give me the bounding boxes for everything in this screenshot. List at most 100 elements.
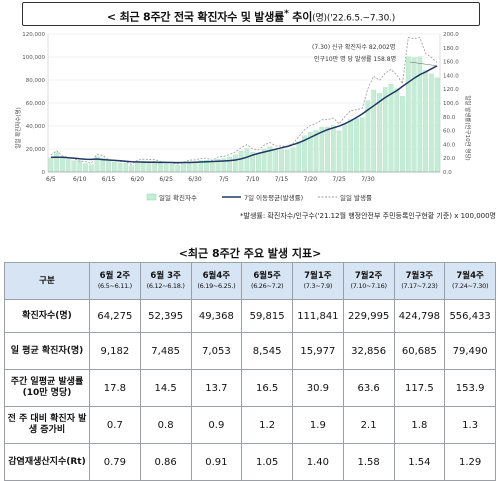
bar	[359, 117, 365, 173]
header-week: 7월1주 (7.3~7.9)	[292, 262, 344, 300]
header-week: 7월2주 (7.10~7.16)	[342, 262, 395, 300]
table-cell: 1.58	[342, 443, 395, 481]
right-tick-label: 100.0	[443, 101, 459, 107]
chart-title-sup: *	[284, 8, 289, 19]
table-row: 일 평균 확진자(명) 9,182 7,485 7,053 8,545 15,9…	[4, 332, 496, 370]
bar	[181, 163, 186, 173]
table-cell: 2.1	[342, 406, 395, 444]
left-tick-label: 40,000	[26, 124, 46, 130]
right-tick-label: 140.0	[443, 73, 459, 79]
right-tick-label: 40.0	[443, 142, 456, 148]
bar	[405, 56, 411, 173]
bar	[336, 130, 342, 173]
bar	[319, 127, 325, 173]
chart-title-unit: (명)	[312, 13, 327, 24]
table-cell: 0.91	[190, 443, 243, 481]
table-cell: 16.5	[241, 369, 293, 407]
bar	[342, 124, 348, 173]
week-label: 7월2주	[354, 271, 383, 281]
table-row: 감염재생산지수(Rt) 0.79 0.86 0.91 1.05 1.40 1.5…	[4, 443, 496, 481]
chart-title: < 최근 8주간 전국 확진자수 및 발생률* 추이(명)('22.6.5.~7…	[22, 2, 480, 26]
week-range: (7.3~7.9)	[303, 282, 333, 290]
header-week: 6월5주 (6.26~7.2)	[241, 262, 293, 300]
row-label: 전 주 대비 확진자 발생 증가비	[4, 406, 90, 444]
x-tick-label: 6/20	[131, 176, 145, 183]
row-label: 주간 일평균 발생률(10만 명당)	[4, 369, 90, 407]
bar	[71, 160, 77, 173]
table-cell: 153.9	[444, 369, 496, 407]
bar	[158, 162, 163, 173]
week-range: (6.12~6.18.)	[146, 282, 185, 290]
x-tick-label: 7/20	[304, 176, 318, 183]
bar	[123, 163, 129, 173]
week-label: 7월3주	[405, 271, 434, 281]
right-tick-label: 180.0	[443, 46, 459, 52]
header-week: 6월4주 (6.19~6.25.)	[190, 262, 243, 300]
right-tick-label: 80.0	[443, 115, 456, 121]
bar	[331, 125, 336, 173]
right-axis-label: 일일 발생률(인구10만 명당)	[464, 95, 472, 160]
bar	[279, 149, 284, 173]
annotation-leader	[409, 61, 438, 67]
table-cell: 9,182	[89, 332, 141, 370]
chart-bars	[48, 56, 440, 173]
bar	[382, 87, 388, 173]
bar	[192, 161, 198, 173]
moving-average-line	[50, 65, 438, 164]
bar	[434, 77, 440, 173]
bar	[244, 148, 250, 173]
bar	[209, 161, 215, 173]
table-cell: 52,395	[139, 299, 192, 333]
left-tick-label: 60,000	[26, 101, 46, 107]
table-cell: 424,798	[393, 299, 446, 333]
x-tick-label: 6/5	[46, 176, 56, 183]
week-range: (7.17~7.23)	[401, 282, 438, 290]
bar	[423, 70, 428, 173]
x-tick-label: 6/15	[102, 176, 116, 183]
table-cell: 0.9	[190, 406, 243, 444]
bar	[284, 149, 290, 173]
bar	[227, 156, 232, 173]
row-label: 일 평균 확진자(명)	[4, 332, 90, 370]
table-cell: 59,815	[241, 299, 293, 333]
table-cell: 60,685	[393, 332, 446, 370]
week-label: 6월4주	[202, 271, 231, 281]
bar	[83, 163, 88, 173]
table-cell: 14.5	[139, 369, 192, 407]
table-cell: 1.3	[444, 406, 496, 444]
annotation-line1: (7.30) 신규 확진자수 82,002명	[312, 43, 395, 51]
table-row: 전 주 대비 확진자 발생 증가비 0.7 0.8 0.9 1.2 1.9 2.…	[4, 406, 496, 444]
week-label: 6월 2주	[99, 271, 131, 281]
bar	[129, 165, 134, 173]
bar	[325, 127, 330, 173]
legend-label-dashed: 일일 발생률	[340, 193, 372, 202]
header-category: 구분	[4, 262, 90, 300]
header-week: 7월3주 (7.17~7.23)	[393, 262, 446, 300]
table-cell: 117.5	[393, 369, 446, 407]
table-cell: 30.9	[292, 369, 344, 407]
bar	[429, 73, 434, 173]
left-axis-label: 일일 확진자수(명)	[14, 107, 22, 148]
table-cell: 0.86	[139, 443, 192, 481]
bar	[169, 164, 175, 173]
bar	[371, 89, 377, 173]
bar	[106, 161, 111, 173]
week-range: (6.5~6.11.)	[97, 282, 132, 290]
bar	[348, 119, 353, 173]
table-cell: 0.79	[89, 443, 141, 481]
bar	[60, 156, 65, 173]
table-cell: 32,856	[342, 332, 395, 370]
right-tick-label: 0.0	[443, 170, 452, 176]
table-cell: 49,368	[190, 299, 243, 333]
bar	[296, 141, 302, 173]
bar	[377, 93, 382, 173]
x-tick-label: 7/10	[246, 176, 260, 183]
row-label: 감염재생산지수(Rt)	[4, 443, 90, 481]
x-tick-label: 7/15	[275, 176, 289, 183]
week-range: (6.19~6.25.)	[197, 282, 236, 290]
table-cell: 8,545	[241, 332, 293, 370]
table-cell: 7,053	[190, 332, 243, 370]
table-header-row: 구분 6월 2주 (6.5~6.11.) 6월 3주 (6.12~6.18.) 6월…	[4, 262, 496, 300]
legend-label-bars: 일일 확진자수	[159, 193, 197, 202]
header-week: 7월4주 (7.24~7.30)	[444, 262, 496, 300]
